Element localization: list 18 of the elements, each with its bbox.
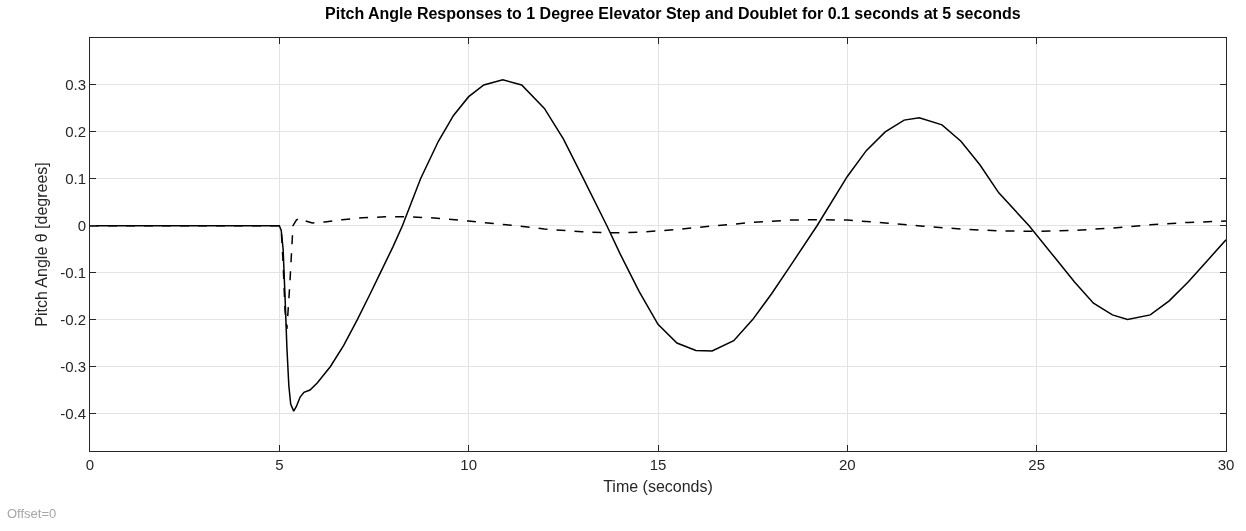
x-tick-label: 30	[1217, 456, 1235, 473]
y-tick-label: -0.4	[60, 404, 86, 422]
x-axis-title: Time (seconds)	[603, 477, 713, 495]
y-axis-title: Pitch Angle θ [degrees]	[33, 162, 51, 327]
y-tick-label: 0.1	[65, 170, 86, 188]
y-tick-label: -0.3	[60, 357, 86, 375]
y-tick-label: 0.3	[65, 76, 86, 94]
x-tick-label: 15	[649, 456, 667, 473]
y-tick-label: 0	[77, 216, 86, 234]
y-tick-label: 0.2	[65, 123, 86, 141]
x-tick-label: 5	[275, 456, 284, 473]
x-tick-label: 10	[460, 456, 478, 473]
y-tick-label: -0.1	[60, 263, 86, 281]
y-tick-label: -0.2	[60, 310, 86, 328]
chart-title: Pitch Angle Responses to 1 Degree Elevator Step and Doublet for 0.1 seconds at 5 seconds	[325, 5, 1021, 23]
text: Offset=0	[7, 506, 57, 521]
x-tick-label: 20	[838, 456, 856, 473]
x-tick-label: 25	[1028, 456, 1046, 473]
